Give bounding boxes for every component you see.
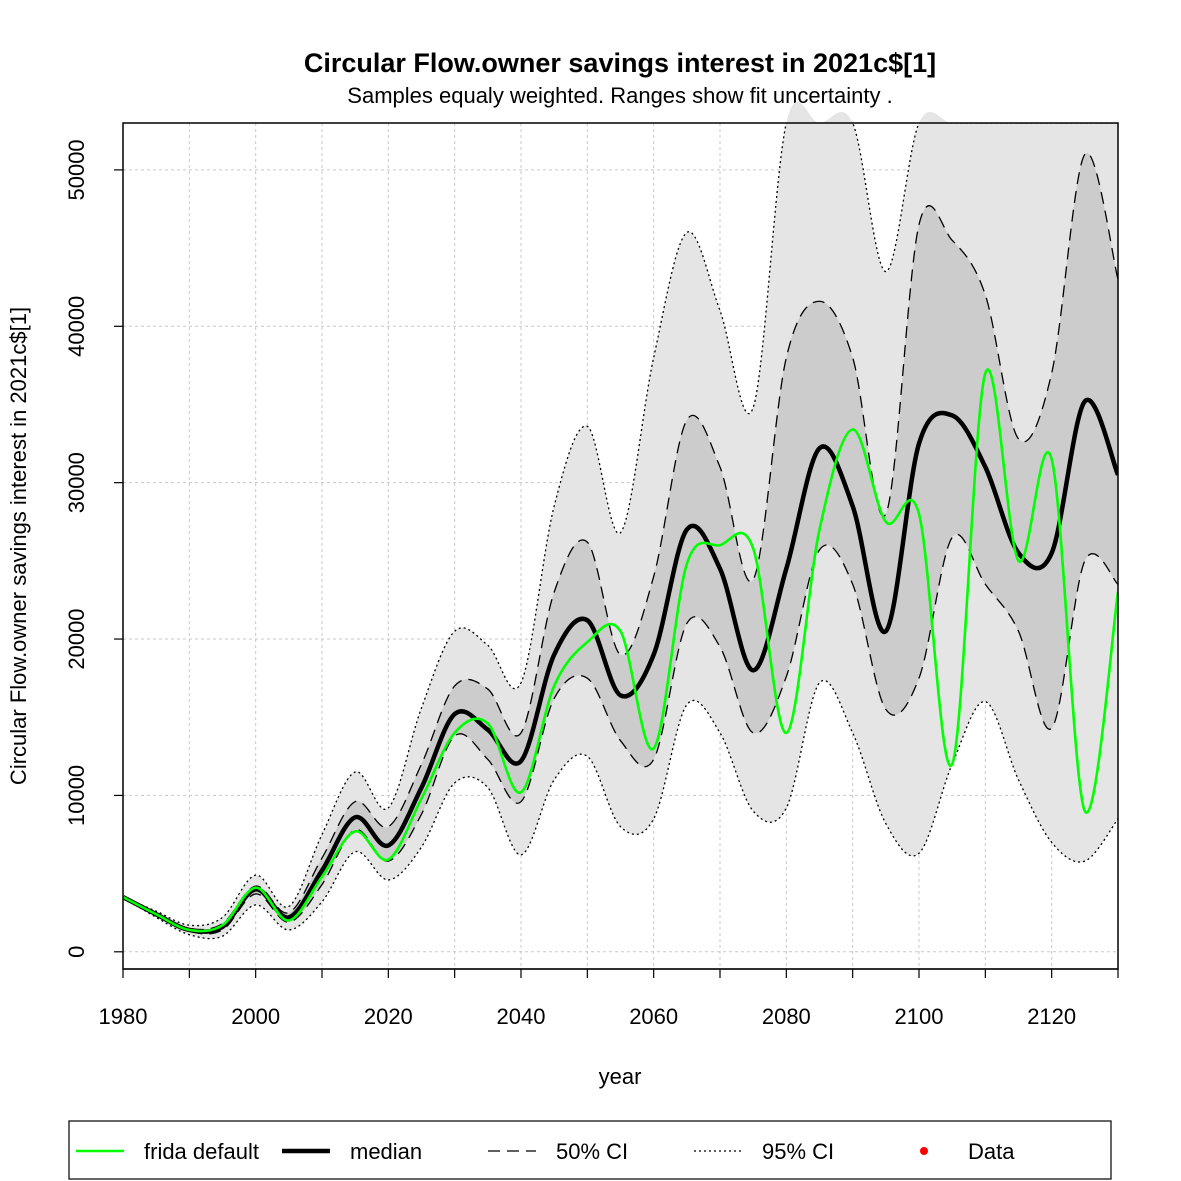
x-tick-label: 2100 (895, 1004, 944, 1029)
x-axis-label: year (599, 1064, 642, 1089)
x-tick-label: 2080 (762, 1004, 811, 1029)
x-tick-label: 2040 (497, 1004, 546, 1029)
x-tick-label: 2060 (629, 1004, 678, 1029)
legend-label: median (350, 1139, 422, 1164)
y-tick-label: 10000 (64, 765, 89, 826)
ci95-band (123, 101, 1118, 939)
x-tick-label: 2120 (1027, 1004, 1076, 1029)
y-tick-label: 50000 (64, 139, 89, 200)
legend-label: frida default (144, 1139, 259, 1164)
y-tick-label: 0 (64, 946, 89, 958)
chart-subtitle: Samples equaly weighted. Ranges show fit… (347, 83, 892, 108)
y-axis: 0 10000 20000 30000 40000 50000 (64, 139, 123, 958)
y-axis-label: Circular Flow.owner savings interest in … (6, 307, 31, 785)
y-tick-label: 20000 (64, 608, 89, 669)
series-lines (123, 123, 1118, 940)
x-tick-label: 2000 (231, 1004, 280, 1029)
x-tick-label: 1980 (99, 1004, 148, 1029)
frida-default-line (123, 368, 1118, 933)
legend: frida default median 50% CI 95% CI Data (68, 1120, 1112, 1180)
ci95-upper-line (123, 123, 1118, 927)
chart-title: Circular Flow.owner savings interest in … (304, 48, 936, 78)
legend-label: Data (968, 1139, 1015, 1164)
ci50-band (123, 152, 1118, 934)
ci95-fill (123, 101, 1118, 939)
y-tick-label: 30000 (64, 452, 89, 513)
legend-label: 50% CI (556, 1139, 628, 1164)
legend-box (68, 1120, 1112, 1180)
ci50-upper-line (123, 152, 1118, 931)
median-line (123, 397, 1118, 934)
ci50-fill (123, 152, 1118, 934)
y-tick-label: 40000 (64, 296, 89, 357)
legend-label: 95% CI (762, 1139, 834, 1164)
x-tick-label: 2020 (364, 1004, 413, 1029)
x-axis: 1980 2000 2020 2040 2060 2080 2100 2120 (99, 968, 1119, 1029)
legend-symbol-data (920, 1147, 928, 1155)
